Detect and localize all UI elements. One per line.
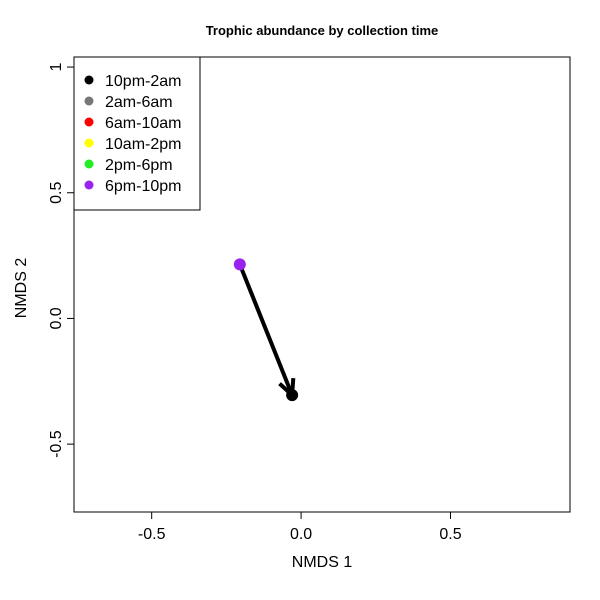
legend-label: 6pm-10pm [105,178,181,195]
legend-marker [84,159,94,169]
legend-label: 6am-10am [105,115,181,132]
legend-marker [84,117,94,127]
y-axis: -0.5 0.0 0.5 1 [48,63,75,458]
y-tick-label: 0.0 [48,307,65,329]
data-point [286,389,299,402]
legend-label: 10am-2pm [105,136,181,153]
x-tick-label: 0.0 [290,526,312,543]
chart-title: Trophic abundance by collection time [206,23,439,38]
x-axis: -0.5 0.0 0.5 [138,511,462,543]
plot-marks [233,258,299,402]
legend-marker [84,75,94,85]
y-tick-label: 0.5 [48,182,65,204]
data-point [233,258,246,271]
x-tick-label: -0.5 [138,526,166,543]
legend-marker [84,138,94,148]
plot-frame [73,56,571,513]
legend-marker [84,180,94,190]
y-tick-label: -0.5 [48,430,65,458]
legend-label: 2pm-6pm [105,157,173,174]
x-axis-label: NMDS 1 [292,554,353,571]
arrow-shaft [237,263,294,396]
y-axis-label: NMDS 2 [13,258,30,319]
legend-label: 10pm-2am [105,73,181,90]
legend: 10pm-2am 2am-6am 6am-10am 10am-2pm 2pm-6pm 6p… [73,56,201,211]
legend-label: 2am-6am [105,94,173,111]
legend-box [73,56,201,211]
y-tick-label: 1 [48,63,65,72]
legend-marker [84,96,94,106]
x-tick-label: 0.5 [439,526,461,543]
